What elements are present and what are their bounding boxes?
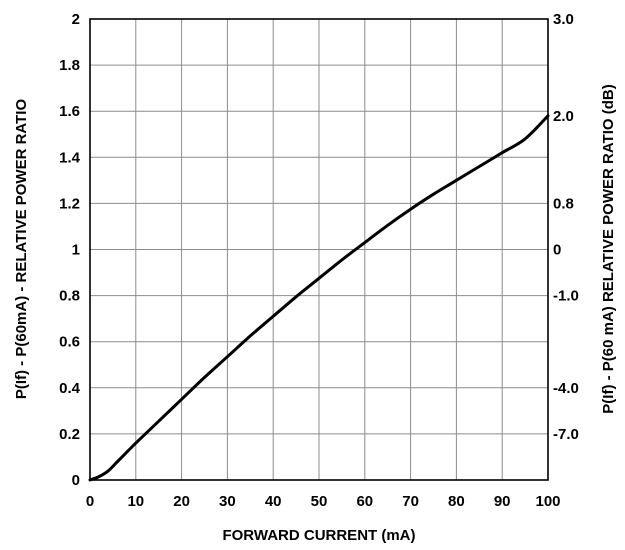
x-axis-title: FORWARD CURRENT (mA) bbox=[222, 527, 415, 544]
x-tick-labels: 0 10 20 30 40 50 60 70 80 90 100 bbox=[86, 493, 561, 510]
x-tick-label: 30 bbox=[219, 493, 236, 510]
y-tick-label: 2 bbox=[72, 11, 80, 28]
right-tick-label: 3.0 bbox=[553, 11, 574, 28]
y-tick-label: 1.2 bbox=[59, 195, 80, 212]
y-axis-title-right: P(If) - P(60 mA) RELATIVE POWER RATIO (d… bbox=[600, 84, 617, 413]
y-tick-label: 0.6 bbox=[59, 334, 80, 351]
x-tick-label: 50 bbox=[311, 493, 328, 510]
x-tick-label: 80 bbox=[448, 493, 465, 510]
x-tick-label: 60 bbox=[356, 493, 373, 510]
y-tick-label: 0.4 bbox=[59, 380, 81, 397]
plot-frame bbox=[89, 18, 549, 481]
right-tick-label: -4.0 bbox=[553, 380, 579, 397]
grid bbox=[89, 18, 549, 481]
y-tick-label: 1.8 bbox=[59, 57, 80, 74]
y-tick-label: 0 bbox=[72, 472, 80, 489]
power-ratio-curve bbox=[88, 114, 550, 482]
x-tick-label: 40 bbox=[265, 493, 282, 510]
right-tick-label: 0 bbox=[553, 242, 561, 259]
y-tick-labels: 0 0.2 0.4 0.6 0.8 1 1.2 1.4 1.6 1.8 2 bbox=[59, 11, 81, 489]
x-tick-label: 90 bbox=[494, 493, 511, 510]
y-tick-label: 1.6 bbox=[59, 103, 80, 120]
right-tick-label: 2.0 bbox=[553, 108, 574, 125]
y-axis-title: P(If) - P(60mA) - RELATIVE POWER RATIO bbox=[13, 99, 30, 400]
right-tick-label: 0.8 bbox=[553, 195, 574, 212]
x-tick-label: 100 bbox=[535, 493, 560, 510]
y-tick-label: 1 bbox=[72, 242, 80, 259]
right-tick-label: -1.0 bbox=[553, 288, 579, 305]
y-tick-label: 1.4 bbox=[59, 149, 81, 166]
right-tick-label: -7.0 bbox=[553, 426, 579, 443]
x-tick-label: 70 bbox=[402, 493, 419, 510]
y-tick-label: 0.2 bbox=[59, 426, 80, 443]
right-tick-labels: 3.0 2.0 0.8 0 -1.0 -4.0 -7.0 bbox=[553, 11, 579, 443]
x-tick-label: 20 bbox=[173, 493, 190, 510]
y-tick-label: 0.8 bbox=[59, 288, 80, 305]
x-tick-label: 10 bbox=[127, 493, 144, 510]
x-tick-label: 0 bbox=[86, 493, 94, 510]
